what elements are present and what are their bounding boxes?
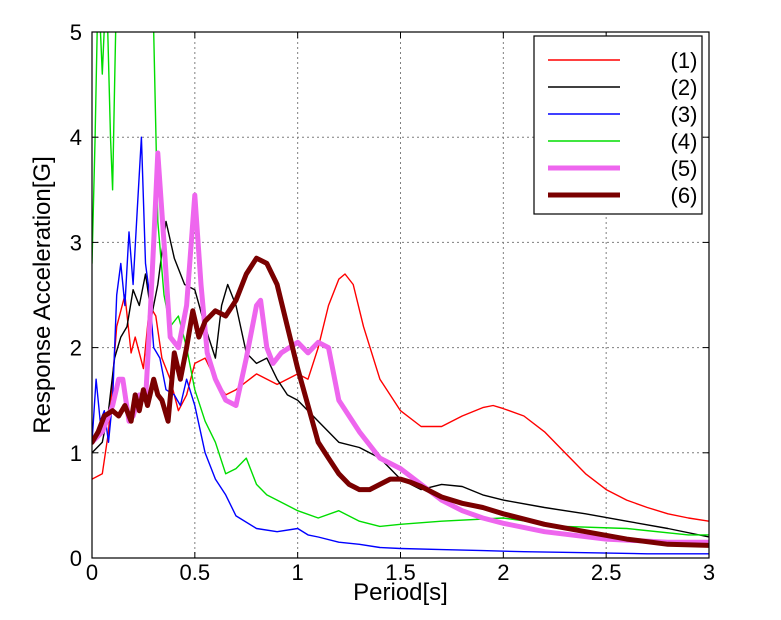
series-lines xyxy=(92,32,709,555)
y-tick-label: 3 xyxy=(70,230,82,255)
legend-label-6: (6) xyxy=(671,183,698,208)
x-tick-label: 0.5 xyxy=(180,560,211,585)
x-tick-label: 2 xyxy=(497,560,509,585)
x-tick-label: 1.5 xyxy=(385,560,416,585)
x-tick-label: 1 xyxy=(292,560,304,585)
tick-labels: 0 0.5 1 1.5 2 2.5 3 0 1 2 3 4 5 xyxy=(70,20,715,585)
y-tick-label: 4 xyxy=(70,125,82,150)
legend-label-2: (2) xyxy=(671,75,698,100)
x-tick-label: 0 xyxy=(86,560,98,585)
y-tick-label: 5 xyxy=(70,20,82,45)
y-axis-label: Response Acceleration[G] xyxy=(29,156,56,434)
legend-label-4: (4) xyxy=(671,129,698,154)
legend: (1)(2)(3)(4)(5)(6) xyxy=(533,35,703,215)
y-tick-label: 1 xyxy=(70,441,82,466)
series-line-6 xyxy=(92,255,709,548)
x-tick-label: 3 xyxy=(703,560,715,585)
x-tick-label: 2.5 xyxy=(591,560,622,585)
legend-label-1: (1) xyxy=(671,48,698,73)
legend-label-3: (3) xyxy=(671,102,698,127)
series-line-4 xyxy=(92,32,709,536)
series-line-3 xyxy=(92,136,709,555)
x-axis-label: Period[s] xyxy=(353,579,448,606)
legend-label-5: (5) xyxy=(671,156,698,181)
legend-box xyxy=(533,35,703,215)
y-tick-label: 0 xyxy=(70,546,82,571)
y-tick-label: 2 xyxy=(70,336,82,361)
